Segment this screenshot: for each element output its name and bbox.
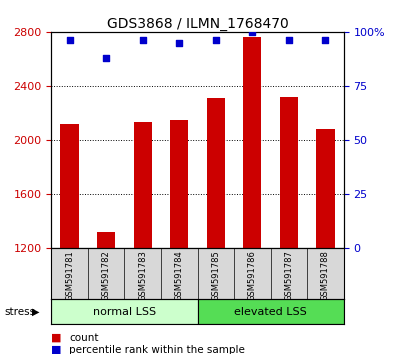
Text: GSM591786: GSM591786 (248, 250, 257, 301)
Point (139, 38, 146, 43)
Text: GSM591782: GSM591782 (102, 250, 111, 301)
Bar (243, 37, 261, 248)
Text: GSM591784: GSM591784 (175, 250, 184, 301)
Bar (97, 232, 115, 248)
Point (66, 38, 73, 43)
Text: GSM591788: GSM591788 (321, 250, 330, 301)
Point (176, 40, 182, 45)
Text: count: count (69, 333, 99, 343)
Text: ▶: ▶ (32, 307, 40, 316)
Text: percentile rank within the sample: percentile rank within the sample (69, 345, 245, 354)
Point (213, 38, 219, 43)
Text: ■: ■ (51, 345, 62, 354)
Text: GSM591787: GSM591787 (284, 250, 293, 301)
Bar (280, 97, 298, 248)
Title: GDS3868 / ILMN_1768470: GDS3868 / ILMN_1768470 (107, 17, 288, 31)
Point (286, 38, 292, 43)
Text: GSM591781: GSM591781 (65, 250, 74, 301)
Point (249, 29, 256, 35)
Text: ■: ■ (51, 333, 62, 343)
Bar (134, 122, 152, 248)
Point (103, 55, 109, 61)
Bar (60, 124, 79, 248)
Text: elevated LSS: elevated LSS (234, 307, 307, 316)
Point (322, 38, 329, 43)
Bar (198, 299, 344, 324)
Text: normal LSS: normal LSS (93, 307, 156, 316)
Bar (51, 299, 198, 324)
Bar (207, 98, 225, 248)
Bar (316, 129, 335, 248)
Bar (170, 120, 188, 248)
Text: GSM591783: GSM591783 (138, 250, 147, 301)
Text: GSM591785: GSM591785 (211, 250, 220, 301)
Text: stress: stress (4, 307, 35, 316)
